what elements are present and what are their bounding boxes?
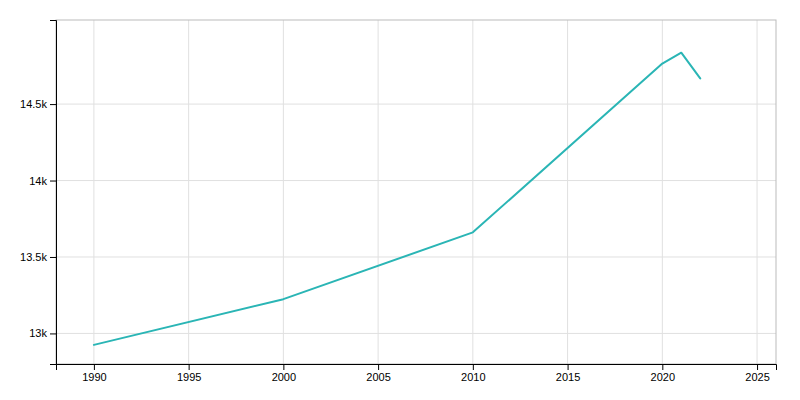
- grid-line-y: [56, 104, 776, 105]
- x-tick: 2025: [745, 364, 769, 383]
- grid-line-x: [283, 20, 284, 364]
- grid-line-x: [188, 20, 189, 364]
- y-tick-mark: [50, 257, 56, 258]
- grid-line-x: [378, 20, 379, 364]
- y-tick-label: 13k: [29, 327, 47, 339]
- grid-line-x: [662, 20, 663, 364]
- y-tick-label: 14.5k: [20, 98, 47, 110]
- y-tick-label: 13.5k: [20, 251, 47, 263]
- plot-frame: [56, 20, 776, 364]
- x-tick-label: 2000: [272, 371, 296, 383]
- x-tick-label: 1990: [82, 371, 106, 383]
- x-tick-mark: [378, 364, 379, 370]
- x-tick: 2005: [366, 364, 390, 383]
- x-tick-label: 2025: [745, 371, 769, 383]
- x-tick-label: 2005: [366, 371, 390, 383]
- y-tick-mark: [50, 333, 56, 334]
- grid-line-x: [757, 20, 758, 364]
- y-axis-line: [50, 21, 57, 365]
- x-tick-mark: [662, 364, 663, 370]
- x-tick: 2010: [461, 364, 485, 383]
- grid-line-y: [56, 180, 776, 181]
- x-tick-mark: [189, 364, 190, 370]
- x-axis-line: [57, 365, 777, 371]
- x-tick-label: 2020: [651, 371, 675, 383]
- y-tick: 14k: [29, 175, 56, 187]
- grid-line-x: [472, 20, 473, 364]
- x-tick-mark: [473, 364, 474, 370]
- x-tick: 2015: [556, 364, 580, 383]
- line: [94, 53, 700, 345]
- x-tick-mark: [283, 364, 284, 370]
- x-tick: 2000: [272, 364, 296, 383]
- plot-area: [94, 53, 700, 345]
- y-tick: 13.5k: [20, 251, 56, 263]
- x-tick-mark: [568, 364, 569, 370]
- y-tick: 13k: [29, 327, 56, 339]
- x-tick-label: 1995: [177, 371, 201, 383]
- x-axis: 1990 1995 2000 2005 2010 2015 2020 2025: [57, 364, 777, 383]
- chart: 1990 1995 2000 2005 2010 2015 2020 2025 13k 13.5k…: [0, 0, 800, 400]
- grid-line-x: [93, 20, 94, 364]
- grid: [56, 20, 776, 364]
- grid-line-y: [56, 333, 776, 334]
- x-tick: 2020: [651, 364, 675, 383]
- y-tick-mark: [50, 181, 56, 182]
- x-tick-mark: [757, 364, 758, 370]
- x-tick: 1995: [177, 364, 201, 383]
- y-tick: 14.5k: [20, 98, 56, 110]
- x-tick-label: 2010: [461, 371, 485, 383]
- grid-line-y: [56, 256, 776, 257]
- y-tick-mark: [50, 104, 56, 105]
- y-axis: 13k 13.5k 14k 14.5k: [20, 21, 56, 365]
- y-tick-label: 14k: [29, 175, 47, 187]
- grid-line-x: [567, 20, 568, 364]
- x-tick-label: 2015: [556, 371, 580, 383]
- x-tick-mark: [94, 364, 95, 370]
- x-tick: 1990: [82, 364, 106, 383]
